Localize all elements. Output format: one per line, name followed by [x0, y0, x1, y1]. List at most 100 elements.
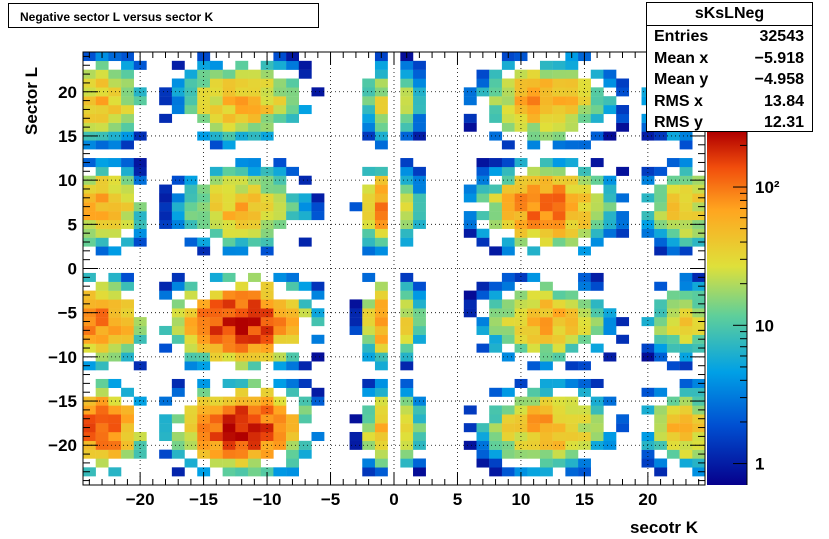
heatmap-cell [374, 467, 388, 477]
heatmap-cell [235, 449, 249, 459]
heatmap-cell [374, 361, 388, 371]
heatmap-cell [248, 228, 261, 238]
heatmap-cell [374, 449, 388, 459]
heatmap-cell [476, 87, 490, 97]
heatmap-cell [654, 308, 668, 318]
heatmap-cell [616, 228, 630, 238]
heatmap-cell [527, 431, 541, 442]
heatmap-cell [666, 290, 680, 300]
heatmap-cell [184, 361, 198, 371]
heatmap-cell [514, 467, 528, 477]
heatmap-cell [463, 211, 477, 221]
heatmap-cell [413, 122, 426, 132]
heatmap-cell [552, 96, 566, 106]
heatmap-cell [311, 396, 325, 406]
heatmap-cell [476, 281, 490, 291]
heatmap-cell [413, 334, 426, 344]
heatmap-cell [603, 317, 617, 327]
heatmap-cell [654, 246, 668, 256]
heatmap-cell [349, 431, 363, 442]
heatmap-cell [539, 405, 553, 415]
heatmap-cell [590, 96, 604, 106]
heatmap-cell [159, 343, 173, 353]
heatmap-cell [565, 361, 579, 371]
heatmap-cell [260, 423, 274, 433]
heatmap-cell [362, 105, 376, 115]
heatmap-cell [349, 440, 363, 450]
heatmap-cell [222, 343, 236, 353]
heatmap-cell [349, 317, 363, 327]
heatmap-cell [209, 414, 223, 424]
heatmap-cell [108, 352, 122, 362]
heatmap-cell [476, 193, 490, 203]
heatmap-cell [666, 202, 680, 212]
heatmap-cell [539, 352, 553, 362]
heatmap-cell [654, 184, 668, 194]
heatmap-cell [400, 458, 414, 468]
heatmap-cell [679, 175, 693, 185]
heatmap-cell [209, 87, 223, 97]
heatmap-cell [501, 299, 515, 309]
heatmap-cell [235, 158, 249, 168]
heatmap-cell [539, 219, 553, 229]
heatmap-cell [108, 105, 122, 115]
heatmap-cell [514, 211, 528, 221]
heatmap-cell [260, 122, 274, 132]
heatmap-cell [616, 113, 630, 123]
heatmap-cell [298, 69, 312, 79]
heatmap-cell [527, 423, 541, 433]
heatmap-cell [108, 405, 122, 415]
heatmap-cell [679, 166, 693, 176]
heatmap-cell [133, 211, 147, 221]
heatmap-cell [679, 458, 693, 468]
heatmap-cell [248, 202, 261, 212]
heatmap-cell [539, 440, 553, 450]
heatmap-cell [578, 440, 591, 450]
heatmap-cell [222, 423, 236, 433]
heatmap-cell [197, 237, 211, 247]
heatmap-cell [527, 414, 541, 424]
heatmap-cell [565, 405, 579, 415]
heatmap-cell [514, 423, 528, 433]
heatmap-cell [374, 166, 388, 176]
heatmap-cell [121, 158, 134, 168]
heatmap-cell [552, 378, 566, 388]
heatmap-cell [184, 211, 198, 221]
y-tick-label: 0 [68, 260, 77, 279]
heatmap-cell [514, 237, 528, 247]
heatmap-cell [578, 281, 591, 291]
heatmap-cell [539, 458, 553, 468]
heatmap-cell [679, 281, 693, 291]
heatmap-cell [298, 396, 312, 406]
heatmap-cell [209, 405, 223, 415]
x-tick-label: −15 [189, 490, 218, 509]
heatmap-cell [374, 458, 388, 468]
heatmap-cell [260, 105, 274, 115]
heatmap-cell [121, 387, 134, 397]
stats-label: Mean y [654, 71, 709, 88]
heatmap-cell [565, 343, 579, 353]
heatmap-cell [121, 60, 134, 70]
heatmap-cell [222, 325, 236, 335]
heatmap-cell [552, 449, 566, 459]
heatmap-cell [298, 60, 312, 70]
heatmap-cell [248, 211, 261, 221]
heatmap-cell [552, 317, 566, 327]
heatmap-cell [527, 193, 541, 203]
heatmap-cell [489, 69, 503, 79]
heatmap-cell [159, 449, 173, 459]
heatmap-cell [133, 325, 147, 335]
heatmap-cell [539, 414, 553, 424]
heatmap-cell [349, 308, 363, 318]
heatmap-cell [666, 405, 680, 415]
heatmap-cell [121, 449, 134, 459]
heatmap-cell [298, 378, 312, 388]
heatmap-cell [108, 414, 122, 424]
heatmap-cell [209, 299, 223, 309]
heatmap-cell [603, 440, 617, 450]
heatmap-cell [654, 299, 668, 309]
heatmap-cell [235, 96, 249, 106]
heatmap-cell [209, 193, 223, 203]
heatmap-cell [95, 334, 109, 344]
heatmap-cell [489, 193, 503, 203]
